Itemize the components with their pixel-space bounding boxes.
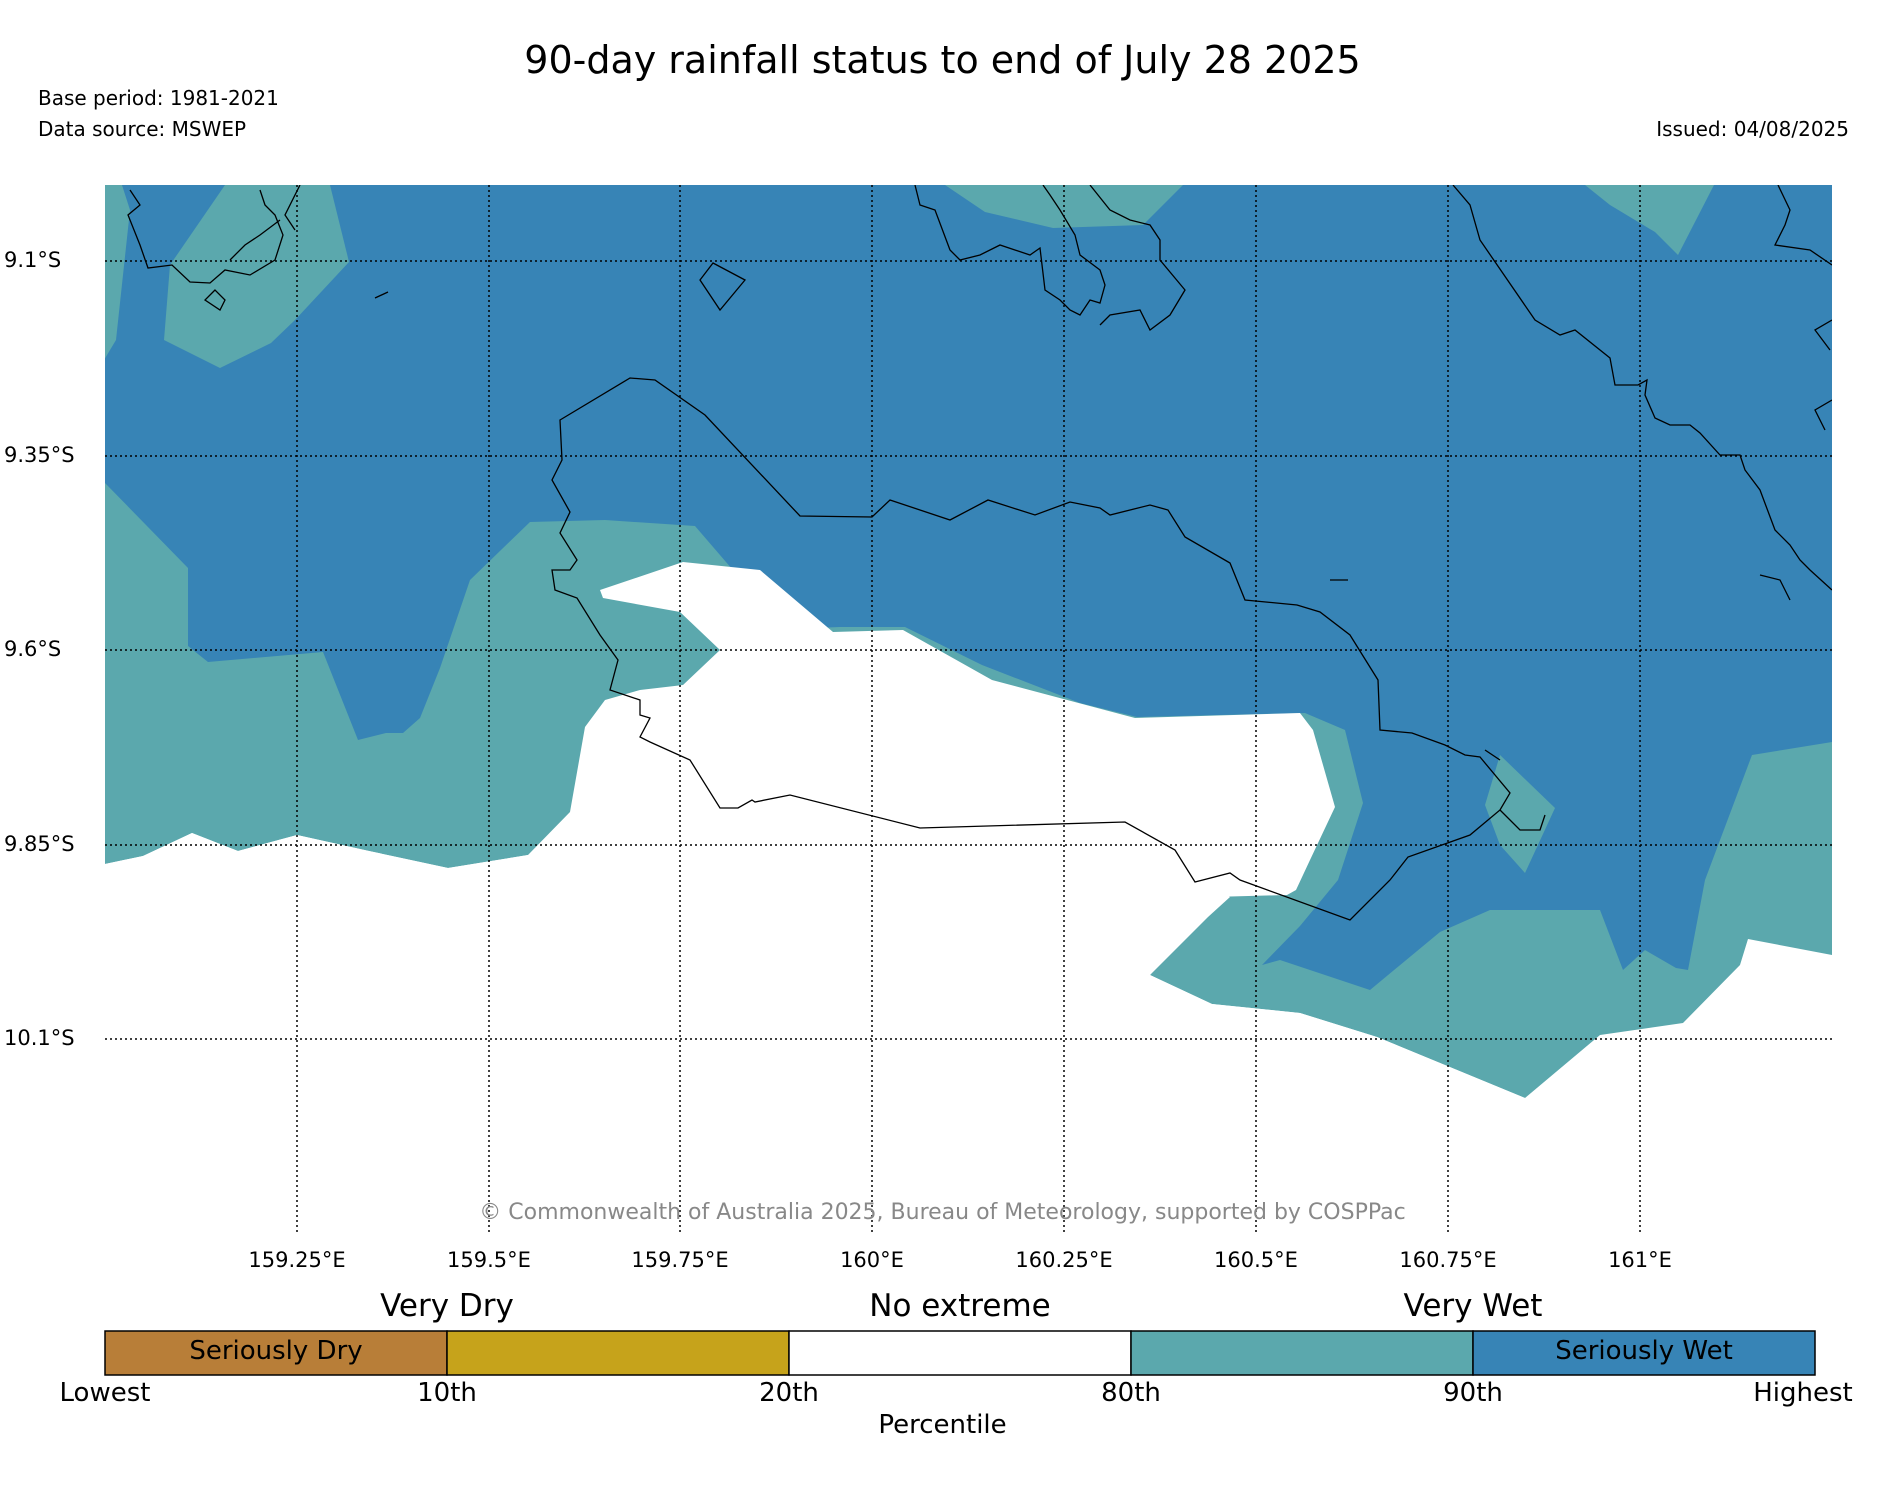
- legend-tick: Highest: [1753, 1378, 1853, 1408]
- lat-label: 9.35°S: [4, 443, 75, 467]
- lon-label: 160.25°E: [1015, 1248, 1113, 1272]
- lat-label: 9.6°S: [4, 637, 62, 661]
- lon-label: 159.25°E: [248, 1248, 346, 1272]
- legend-category-very-dry: Very Dry: [380, 1288, 514, 1324]
- lon-label: 160°E: [840, 1248, 904, 1272]
- very-wet-pocket: [105, 185, 130, 359]
- legend-tick: 10th: [417, 1378, 477, 1408]
- legend-label-seriously-dry: Seriously Dry: [189, 1336, 363, 1366]
- lat-label: 9.1°S: [4, 248, 62, 272]
- legend-tick: Lowest: [59, 1378, 151, 1408]
- legend-label-seriously-wet: Seriously Wet: [1555, 1336, 1733, 1366]
- legend-bar: [104, 1330, 1816, 1376]
- lon-label: 160.75°E: [1399, 1248, 1497, 1272]
- legend-tick: 20th: [759, 1378, 819, 1408]
- legend-axis-label: Percentile: [878, 1410, 1007, 1440]
- lat-label: 9.85°S: [4, 832, 75, 856]
- no-extreme-interior: [105, 562, 1832, 1234]
- seriously-wet-area: [105, 185, 1832, 990]
- copyright-notice: © Commonwealth of Australia 2025, Bureau…: [479, 1200, 1406, 1225]
- legend-tick: 80th: [1101, 1378, 1161, 1408]
- legend-segment-very-wet: [1130, 1330, 1474, 1376]
- data-source: Data source: MSWEP: [38, 117, 247, 141]
- base-period: Base period: 1981-2021: [38, 86, 279, 110]
- legend-category-very-wet: Very Wet: [1403, 1288, 1543, 1324]
- lat-label: 10.1°S: [4, 1026, 75, 1050]
- lon-label: 159.5°E: [447, 1248, 531, 1272]
- coastline: [127, 185, 1832, 921]
- legend-tick: 90th: [1443, 1378, 1503, 1408]
- legend-segment-seriously-wet: [1472, 1330, 1816, 1376]
- lon-label: 161°E: [1608, 1248, 1672, 1272]
- legend-category-no-extreme: No extreme: [869, 1288, 1051, 1324]
- issued-date: Issued: 04/08/2025: [1656, 117, 1849, 141]
- lon-label: 159.75°E: [631, 1248, 729, 1272]
- very-wet-pocket: [164, 185, 349, 368]
- legend-segment-no-extreme: [788, 1330, 1132, 1376]
- very-wet-pocket: [1585, 185, 1714, 255]
- legend-segment-very-dry: [446, 1330, 790, 1376]
- map-title: 90-day rainfall status to end of July 28…: [524, 38, 1361, 82]
- lon-label: 160.5°E: [1214, 1248, 1298, 1272]
